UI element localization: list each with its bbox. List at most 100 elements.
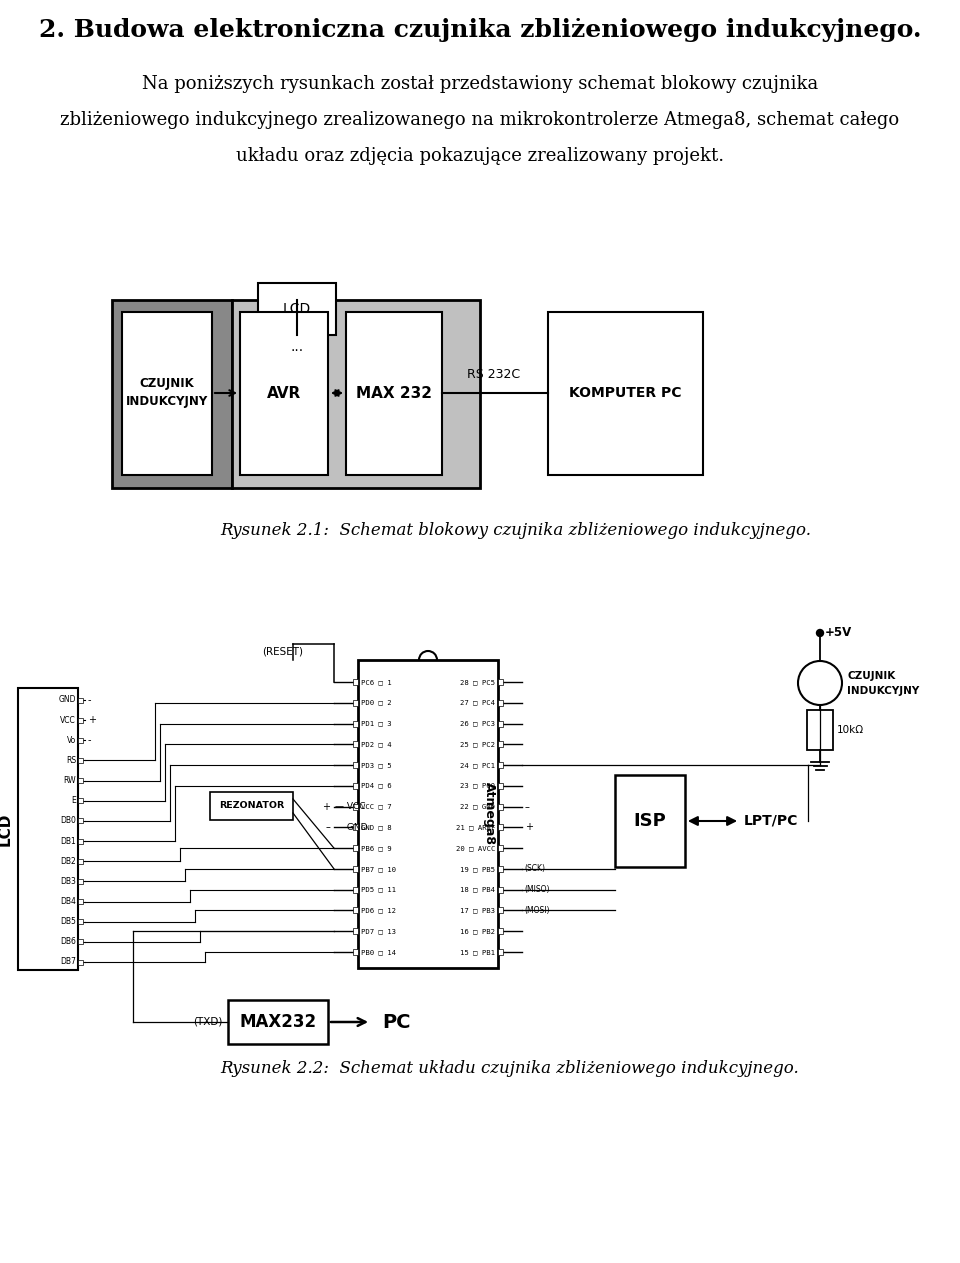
Bar <box>353 741 358 748</box>
Text: DB7: DB7 <box>60 957 76 966</box>
Text: LCD: LCD <box>283 302 311 316</box>
Text: PC6 □ 1: PC6 □ 1 <box>361 679 392 685</box>
Text: +: + <box>525 822 533 832</box>
Text: (MOSI): (MOSI) <box>524 906 549 914</box>
Bar <box>353 845 358 851</box>
Text: 28 □ PC5: 28 □ PC5 <box>460 679 495 685</box>
Bar <box>353 825 358 830</box>
Bar <box>498 700 503 706</box>
Bar <box>498 783 503 789</box>
Bar <box>353 762 358 768</box>
Text: LCD: LCD <box>0 812 12 846</box>
Bar <box>498 720 503 726</box>
Text: GND □ 8: GND □ 8 <box>361 825 392 830</box>
Bar <box>78 697 83 702</box>
Text: 15 □ PB1: 15 □ PB1 <box>460 949 495 955</box>
Text: –: – <box>525 802 530 812</box>
Bar <box>78 778 83 783</box>
Text: MAX232: MAX232 <box>239 1013 317 1031</box>
Text: +: + <box>322 802 330 812</box>
Text: DB3: DB3 <box>60 877 76 885</box>
Text: 25 □ PC2: 25 □ PC2 <box>460 741 495 748</box>
Text: RW: RW <box>63 777 76 786</box>
Text: ISP: ISP <box>634 812 666 830</box>
Text: -: - <box>88 695 91 705</box>
Bar <box>78 879 83 884</box>
Bar <box>353 720 358 726</box>
Bar <box>78 960 83 965</box>
Bar <box>498 803 503 810</box>
Bar <box>353 803 358 810</box>
Text: 26 □ PC3: 26 □ PC3 <box>460 720 495 726</box>
Bar <box>78 758 83 763</box>
Bar <box>353 887 358 893</box>
Bar <box>807 710 833 750</box>
Text: Vo: Vo <box>67 736 76 745</box>
Text: CZUJNIK: CZUJNIK <box>847 671 896 681</box>
Bar <box>346 312 442 475</box>
Text: PD6 □ 12: PD6 □ 12 <box>361 907 396 913</box>
Text: 21 □ AREF: 21 □ AREF <box>456 825 495 830</box>
Text: DB6: DB6 <box>60 937 76 946</box>
Text: DB0: DB0 <box>60 816 76 826</box>
Text: — VCC: — VCC <box>335 802 366 811</box>
Text: układu oraz zdjęcia pokazujące zrealizowany projekt.: układu oraz zdjęcia pokazujące zrealizow… <box>236 147 724 165</box>
Text: 23 □ PC0: 23 □ PC0 <box>460 783 495 789</box>
Text: RS 232C: RS 232C <box>468 368 520 381</box>
Bar <box>498 887 503 893</box>
Text: zbliżeniowego indukcyjnego zrealizowanego na mikrokontrolerze Atmega8, schemat c: zbliżeniowego indukcyjnego zrealizowaneg… <box>60 111 900 129</box>
Bar <box>498 928 503 935</box>
Text: — GND: — GND <box>335 823 368 832</box>
Text: DB2: DB2 <box>60 856 76 865</box>
Text: PB0 □ 14: PB0 □ 14 <box>361 949 396 955</box>
Text: DB1: DB1 <box>60 836 76 845</box>
Text: 17 □ PB3: 17 □ PB3 <box>460 907 495 913</box>
Text: E: E <box>71 796 76 806</box>
Text: 10kΩ: 10kΩ <box>837 725 864 735</box>
Text: +5V: +5V <box>825 626 852 639</box>
Text: Na poniższych rysunkach został przedstawiony schemat blokowy czujnika: Na poniższych rysunkach został przedstaw… <box>142 75 818 93</box>
Text: Atmega8: Atmega8 <box>483 783 495 845</box>
Text: (RESET): (RESET) <box>262 647 303 657</box>
Bar <box>78 839 83 844</box>
Text: INDUKCYJNY: INDUKCYJNY <box>847 686 920 696</box>
Bar <box>498 907 503 913</box>
Text: 22 □ GND: 22 □ GND <box>460 803 495 810</box>
Text: PC: PC <box>382 1013 410 1032</box>
Bar <box>78 738 83 743</box>
Bar <box>78 818 83 823</box>
Bar <box>353 783 358 789</box>
Text: PB7 □ 10: PB7 □ 10 <box>361 866 396 871</box>
Text: –: – <box>325 822 330 832</box>
Bar <box>18 688 78 970</box>
Text: (TXD): (TXD) <box>194 1017 223 1027</box>
Text: LPT/PC: LPT/PC <box>744 813 799 829</box>
Bar <box>232 301 480 488</box>
Text: RS: RS <box>66 757 76 765</box>
Text: VCC: VCC <box>60 716 76 725</box>
Bar <box>498 741 503 748</box>
Bar <box>353 679 358 685</box>
Bar <box>353 928 358 935</box>
Text: DB4: DB4 <box>60 897 76 906</box>
Text: KOMPUTER PC: KOMPUTER PC <box>568 386 682 400</box>
Bar <box>78 798 83 803</box>
Bar <box>498 845 503 851</box>
Bar <box>122 312 212 475</box>
Text: 19 □ PB5: 19 □ PB5 <box>460 866 495 871</box>
Bar <box>258 283 336 335</box>
Text: PD0 □ 2: PD0 □ 2 <box>361 700 392 706</box>
Text: CZUJNIK
INDUKCYJNY: CZUJNIK INDUKCYJNY <box>126 378 208 408</box>
Text: Rysunek 2.1:  Schemat blokowy czujnika zbliżeniowego indukcyjnego.: Rysunek 2.1: Schemat blokowy czujnika zb… <box>220 522 811 539</box>
Bar <box>78 859 83 864</box>
Text: DB5: DB5 <box>60 917 76 926</box>
Text: PD7 □ 13: PD7 □ 13 <box>361 928 396 935</box>
Text: (SCK): (SCK) <box>524 864 545 874</box>
Text: PD1 □ 3: PD1 □ 3 <box>361 720 392 726</box>
Text: MAX 232: MAX 232 <box>356 385 432 400</box>
Bar <box>615 775 685 866</box>
Bar <box>78 940 83 945</box>
Bar <box>353 866 358 871</box>
Bar <box>498 949 503 955</box>
Bar <box>498 866 503 871</box>
